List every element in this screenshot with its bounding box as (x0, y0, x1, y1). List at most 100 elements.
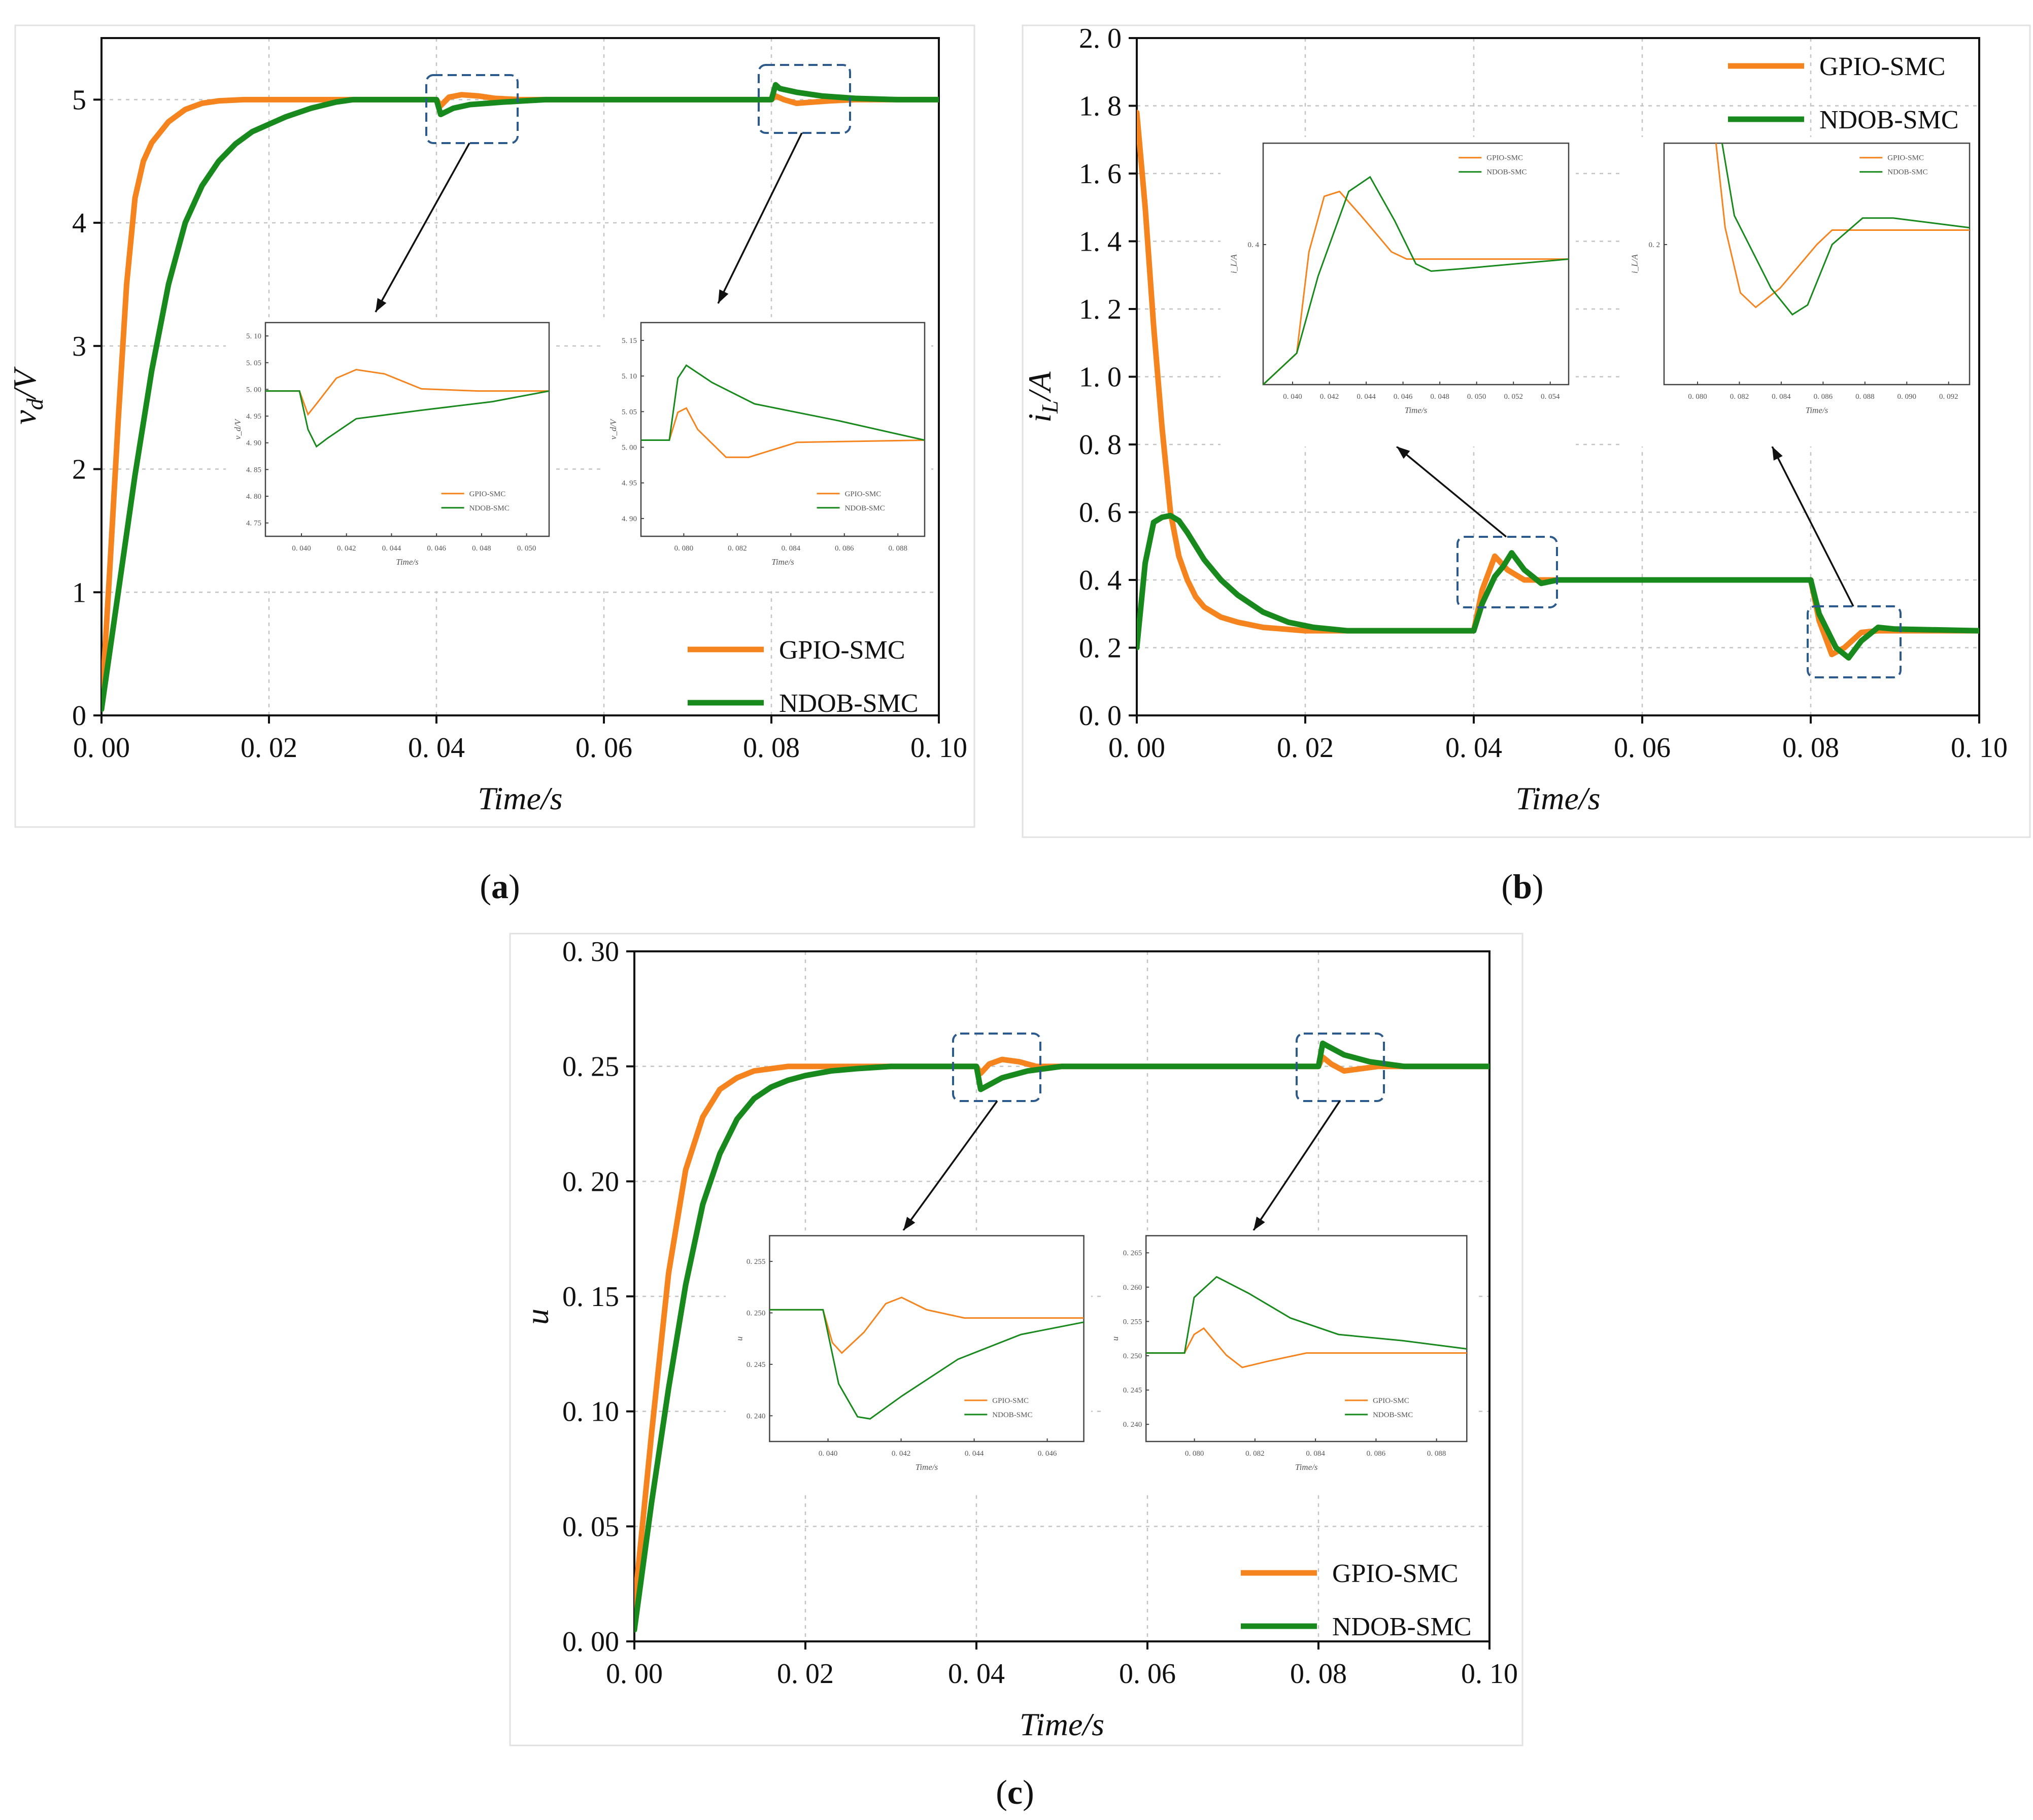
inset-x-tick-label: 0. 040 (1283, 393, 1302, 401)
inset-x-axis-label: Time/s (771, 557, 794, 567)
inset-ndob-smc-line (265, 390, 550, 448)
zoom-box-1 (1456, 536, 1558, 608)
panel-caption: (a) (480, 867, 520, 906)
x-axis-label: Time/s (478, 780, 562, 816)
inset-x-tick-label: 0. 046 (1394, 393, 1413, 401)
inset-x-tick-label: 0. 080 (674, 544, 694, 553)
inset-gpio-smc-line (1715, 143, 1970, 308)
x-tick-label: 0. 04 (948, 1658, 1005, 1690)
chart-panel-a: 0. 00 0. 02 0. 04 0. 06 0. 08 0. 10 0 1 2 3 4 5 Time… (7, 24, 975, 906)
y-tick-label: 0. 0 (1079, 700, 1122, 732)
inset-legend-ndob-label: NDOB-SMC (1887, 168, 1927, 177)
inset-y-axis-label: i_L/A (1630, 254, 1640, 273)
inset-x-tick-label: 0. 040 (292, 544, 311, 553)
inset-x-tick-label: 0. 046 (1038, 1450, 1057, 1458)
inset-x-tick-label: 0. 086 (1814, 393, 1833, 401)
x-tick-label: 0. 02 (241, 732, 297, 764)
inset-x-tick-label: 0. 090 (1898, 393, 1917, 401)
inset-y-tick-label: 4. 90 (246, 439, 261, 448)
x-tick-label: 0. 06 (1614, 732, 1671, 764)
zoom-box-2 (758, 64, 851, 134)
y-axis-label: iL/A (1022, 371, 1063, 422)
x-tick-label: 0. 00 (606, 1658, 663, 1690)
y-tick-label: 0. 25 (562, 1051, 619, 1083)
y-tick-label: 0. 00 (562, 1626, 619, 1658)
inset-gpio-smc-line (1262, 190, 1569, 386)
inset-background (226, 317, 556, 591)
inset-y-tick-label: 0. 4 (1248, 241, 1260, 249)
inset-y-axis-label: i_L/A (1229, 254, 1239, 273)
y-tick-label: 5 (72, 84, 86, 116)
y-tick-label: 0. 10 (562, 1396, 619, 1428)
inset-x-tick-label: 0. 042 (1320, 393, 1339, 401)
y-tick-label: 0. 2 (1079, 633, 1122, 664)
inset-x-tick-label: 0. 088 (889, 544, 908, 553)
x-tick-label: 0. 06 (575, 732, 632, 764)
y-tick-label: 4 (72, 208, 86, 239)
zoom-arrow-2 (1252, 1101, 1341, 1231)
inset-legend-gpio-label: GPIO-SMC (469, 490, 506, 498)
inset-x-tick-label: 0. 084 (782, 544, 801, 553)
inset-x-tick-label: 0. 044 (965, 1450, 984, 1458)
chart-panel-b: 0. 00 0. 02 0. 04 0. 06 0. 08 0. 100. 00. 20.… (1022, 23, 2031, 906)
inset-y-axis-label: u (734, 1336, 744, 1341)
inset-legend-gpio-label: GPIO-SMC (992, 1397, 1029, 1405)
panel-caption-letter: c (1007, 1773, 1023, 1811)
inset-background (1221, 137, 1576, 447)
y-axis-label-main: u (519, 1309, 555, 1325)
inset-y-tick-label: 5. 05 (622, 408, 637, 416)
inset-frame (264, 322, 550, 537)
inset-legend-gpio-label: GPIO-SMC (1373, 1397, 1409, 1405)
inset-x-tick-label: 0. 054 (1541, 393, 1560, 401)
x-tick-label: 0. 00 (1108, 732, 1165, 764)
panel-border (1022, 24, 2031, 838)
y-tick-label: 1. 4 (1079, 226, 1122, 258)
inset-x-axis-label: Time/s (916, 1462, 938, 1472)
y-tick-label: 0. 4 (1079, 565, 1122, 596)
y-tick-label: 0. 30 (562, 936, 619, 968)
arrow-head (1253, 1216, 1265, 1230)
inset-legend-ndob-label: NDOB-SMC (845, 504, 885, 512)
x-tick-label: 0. 10 (1461, 1658, 1518, 1690)
y-tick-label: 2. 0 (1079, 23, 1122, 54)
inset-x-tick-label: 0. 082 (1245, 1450, 1265, 1458)
inset-chart-b-2: 0. 080 0. 082 0. 084 0. 086 0. 088 0. 090 0. 0… (1621, 137, 1977, 447)
ndob-smc-line (101, 82, 939, 712)
inset-background (1101, 1230, 1474, 1494)
x-tick-label: 0. 08 (1782, 732, 1839, 764)
inset-y-tick-label: 5. 15 (622, 337, 637, 345)
inset-chart-a-1: 0. 040 0. 042 0. 044 0. 046 0. 048 0. 050 5. 1… (226, 317, 556, 591)
inset-x-tick-label: 0. 052 (1504, 393, 1523, 401)
inset-x-tick-label: 0. 050 (517, 544, 536, 553)
inset-y-tick-label: 5. 05 (246, 359, 261, 367)
inset-y-tick-label: 4. 75 (246, 520, 261, 528)
inset-y-tick-label: 4. 85 (246, 466, 261, 474)
y-tick-label: 1. 0 (1079, 362, 1122, 393)
y-tick-label: 1. 2 (1079, 294, 1122, 325)
inset-legend-gpio-label: GPIO-SMC (1486, 154, 1523, 162)
x-tick-label: 0. 10 (1951, 732, 2008, 764)
y-tick-label: 0. 6 (1079, 497, 1122, 529)
x-tick-label: 0. 02 (777, 1658, 834, 1690)
zoom-box-2 (1807, 605, 1902, 678)
legend-ndob-smc-label: NDOB-SMC (1819, 106, 1959, 134)
inset-ndob-smc-line (641, 364, 925, 441)
inset-legend-ndob-label: NDOB-SMC (1486, 168, 1527, 177)
inset-x-tick-label: 0. 084 (1772, 393, 1791, 401)
inset-y-tick-label: 0. 260 (1123, 1284, 1142, 1292)
inset-y-tick-label: 0. 255 (1123, 1318, 1142, 1326)
inset-y-tick-label: 5. 10 (246, 332, 261, 340)
inset-x-tick-label: 0. 046 (427, 544, 446, 553)
y-axis-label-unit: /A (1022, 371, 1058, 402)
y-tick-label: 0. 05 (562, 1511, 619, 1542)
inset-legend-ndob-label: NDOB-SMC (1373, 1411, 1413, 1419)
inset-x-tick-label: 0. 082 (728, 544, 747, 553)
inset-chart-b-1: 0. 040 0. 042 0. 044 0. 046 0. 048 0. 050 0. 0… (1221, 137, 1576, 447)
arrow-head (903, 1217, 916, 1230)
y-tick-label: 0 (72, 700, 86, 732)
inset-x-tick-label: 0. 042 (892, 1450, 911, 1458)
inset-chart-a-2: 0. 080 0. 082 0. 084 0. 086 0. 088 5. 15 5. 10… (601, 317, 931, 591)
panel-caption-letter: b (1513, 867, 1532, 906)
inset-y-tick-label: 0. 255 (747, 1258, 766, 1266)
